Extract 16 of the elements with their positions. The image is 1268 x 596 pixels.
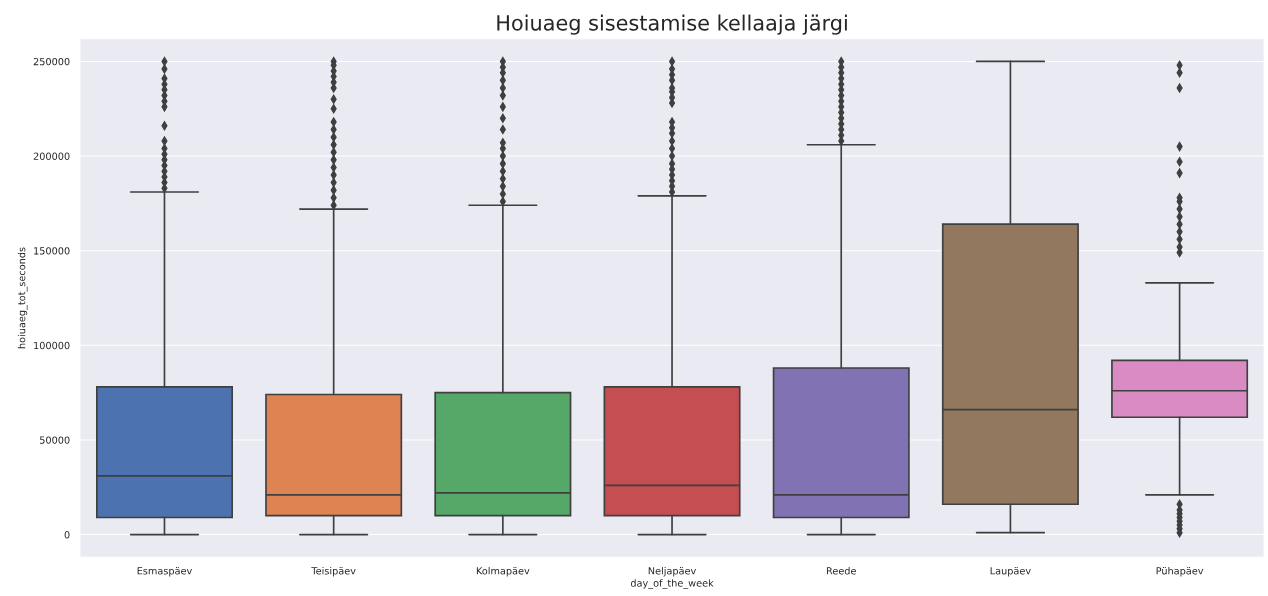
y-tick-label: 200000: [33, 152, 70, 160]
x-tick-label: Teisipäev: [311, 566, 356, 577]
y-tick-label: 250000: [33, 57, 70, 66]
y-axis-title: hoiuaeg_tot_seconds: [17, 247, 28, 349]
y-tick-label: 150000: [34, 247, 70, 255]
x-tick-label: Esmaspäev: [137, 567, 192, 577]
x-tick-label: Kolmapäev: [476, 566, 530, 577]
y-tick-label: 50000: [39, 436, 70, 444]
x-tick-label: Pühapäev: [1156, 566, 1204, 577]
x-axis-title: day_of_the_week: [630, 579, 714, 589]
y-tick-label: 100000: [34, 341, 70, 350]
y-tick-label: 0: [64, 531, 70, 539]
x-tick-label: Reede: [826, 566, 856, 575]
x-tick-label: Laupäev: [990, 567, 1031, 577]
x-tick-label: Neljapäev: [648, 566, 696, 577]
chart-title: Hoiuaeg sisestamise kellaaja järgi: [497, 14, 847, 35]
